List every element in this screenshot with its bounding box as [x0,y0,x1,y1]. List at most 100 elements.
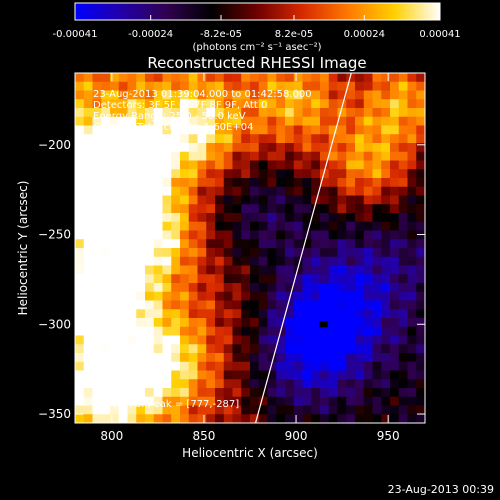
heatmap-cell [136,265,146,275]
heatmap-cell [118,379,129,389]
heatmap-cell [92,405,102,415]
heatmap-cell [153,151,164,162]
heatmap-cell [92,221,102,232]
heatmap-cell [250,326,260,337]
heatmap-cell [320,353,330,363]
heatmap-cell [250,151,260,162]
heatmap-cell [215,125,225,135]
heatmap-cell [390,274,400,284]
heatmap-cell [127,143,137,153]
heatmap-cell [83,256,94,267]
heatmap-cell [320,221,330,232]
heatmap-cell [337,90,347,100]
heatmap-cell [153,239,164,249]
heatmap-cell [136,396,146,407]
heatmap-cell [241,90,251,100]
heatmap-cell [75,300,85,310]
heatmap-cell [416,344,425,354]
heatmap-cell [206,396,216,407]
heatmap-cell [153,125,164,135]
heatmap-cell [407,81,417,92]
heatmap-cell [101,388,111,398]
heatmap-cell [127,213,137,223]
heatmap-cell [241,283,251,293]
heatmap-cell [153,169,164,179]
heatmap-cell [328,291,339,302]
heatmap-cell [83,99,94,109]
heatmap-cell [372,125,382,135]
heatmap-cell [267,309,277,319]
heatmap-cell [293,239,304,249]
heatmap-cell [197,186,207,197]
heatmap-cell [407,256,417,267]
heatmap-cell [92,353,102,363]
heatmap-cell [416,195,425,205]
heatmap-cell [372,361,382,372]
heatmap-cell [337,134,347,144]
heatmap-cell [101,396,111,407]
heatmap-cell [215,204,225,214]
heatmap-cell [180,143,190,153]
heatmap-cell [302,125,312,135]
heatmap-cell [285,108,295,118]
heatmap-cell [118,99,129,109]
heatmap-cell [171,248,181,258]
heatmap-cell [355,134,365,144]
heatmap-cell [355,195,365,205]
heatmap-cell [197,265,207,275]
heatmap-cell [206,125,216,135]
heatmap-cell [320,169,330,179]
heatmap-cell [293,283,304,293]
heatmap-cell [180,134,190,144]
heatmap-cell [328,300,339,310]
heatmap-cell [302,361,312,372]
heatmap-cell [145,108,155,118]
heatmap-cell [320,256,330,267]
heatmap-cell [188,213,199,223]
heatmap-cell [363,309,374,319]
heatmap-cell [285,178,295,188]
heatmap-cell [206,230,216,240]
heatmap-cell [136,405,146,415]
heatmap-cell [372,256,382,267]
heatmap-cell [145,335,155,345]
heatmap-cell [293,160,304,170]
heatmap-cell [118,143,129,153]
heatmap-cell [75,186,85,197]
heatmap-cell [110,344,120,354]
heatmap-cell [311,134,321,144]
x-tick-label: 800 [100,429,123,443]
heatmap-cell [381,388,391,398]
heatmap-cell [267,221,277,232]
heatmap-cell [110,379,120,389]
heatmap-cell [267,108,277,118]
heatmap-cell [285,265,295,275]
heatmap-cell [285,160,295,170]
heatmap-cell [346,151,356,162]
heatmap-cell [153,143,164,153]
heatmap-cell [83,125,94,135]
heatmap-cell [346,99,356,109]
heatmap-cell [153,318,164,328]
heatmap-cell [258,90,269,100]
heatmap-cell [250,213,260,223]
heatmap-cell [276,283,286,293]
heatmap-cell [293,405,304,415]
heatmap-cell [188,353,199,363]
heatmap-cell [293,353,304,363]
heatmap-cell [363,388,374,398]
heatmap-cell [232,414,242,423]
heatmap-cell [302,256,312,267]
heatmap-cell [328,405,339,415]
heatmap-cell [223,230,234,240]
heatmap-cell [101,230,111,240]
heatmap-cell [215,405,225,415]
heatmap-cell [372,90,382,100]
heatmap-cell [390,248,400,258]
heatmap-cell [293,344,304,354]
heatmap-cell [320,73,330,83]
heatmap-cell [390,230,400,240]
heatmap-cell [206,160,216,170]
heatmap-cell [162,291,172,302]
heatmap-cell [136,291,146,302]
